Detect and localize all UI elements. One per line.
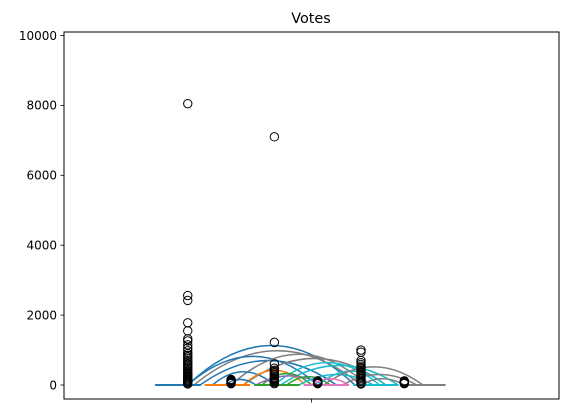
arc-line	[311, 377, 350, 386]
plot-frame	[63, 31, 560, 400]
arc-line	[280, 364, 399, 386]
outlier-point	[183, 343, 193, 353]
outlier-point	[183, 379, 193, 389]
y-tick-label: 8000	[26, 99, 57, 113]
outlier-point	[356, 379, 366, 389]
outlier-point	[269, 359, 280, 369]
chart-title: Votes	[291, 11, 331, 27]
y-tick-label: 0	[49, 378, 57, 392]
outlier-point	[183, 295, 193, 306]
outlier-point	[183, 98, 193, 109]
outlier-point	[183, 336, 193, 346]
outlier-point	[269, 378, 280, 389]
outlier-point	[269, 132, 280, 142]
arc-line	[212, 371, 275, 386]
y-tick-label: 2000	[26, 308, 57, 322]
outlier-point	[269, 337, 280, 348]
plot-content	[155, 98, 446, 389]
arc-line	[342, 373, 418, 386]
outlier-point	[399, 378, 410, 389]
y-tick-label: 6000	[26, 169, 57, 183]
arc-line	[323, 366, 424, 386]
arc-line	[193, 350, 362, 386]
outlier-point	[312, 378, 323, 389]
y-tick-label: 10000	[19, 29, 57, 43]
y-tick-label: 4000	[26, 239, 57, 253]
outlier-point	[226, 378, 236, 389]
outlier-point	[183, 290, 193, 301]
y-axis: 0 2000 4000 6000 8000 10000	[19, 29, 64, 392]
